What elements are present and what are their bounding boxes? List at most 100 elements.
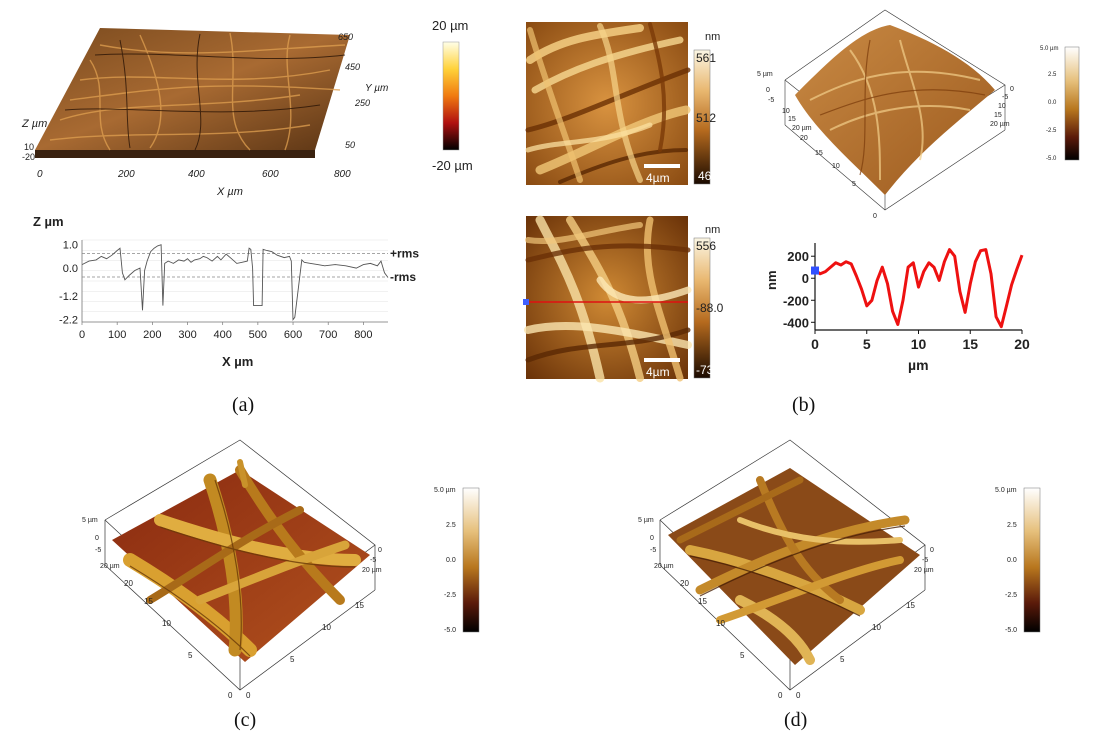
a-y-tick: 650: [338, 32, 353, 42]
b-profile-xtick: 5: [863, 336, 871, 352]
b-profile-series: [814, 248, 1024, 329]
afm-image-bottom: 4µm nm 556 -88.0 -732: [523, 215, 724, 383]
afm-bottom-colorbar: [693, 237, 711, 379]
d3d-z-tick: 5 µm: [638, 517, 654, 524]
b-profile-ylabel: nm: [764, 271, 779, 291]
c3d-tick: 0: [95, 535, 99, 542]
c3d-tick: 0: [378, 547, 382, 554]
panel-a: Z µm 10 -20 650 450 Y µm 250 50 0 200 40…: [21, 18, 473, 416]
a-profile-xtick: 200: [143, 329, 161, 341]
a-y-axis-label: Y µm: [365, 83, 388, 94]
d-fibers: [676, 476, 910, 665]
d3d-front-tick: 15: [698, 597, 707, 606]
panel-a-3d-surface: Z µm 10 -20 650 450 Y µm 250 50 0 200 40…: [21, 28, 388, 198]
caption-c: (c): [234, 709, 256, 731]
c-cb-tick: -2.5: [444, 592, 456, 599]
d3d-front-tick: 10: [716, 619, 725, 628]
d3d-tick: 20 µm: [654, 563, 674, 570]
c3d-front-tick: 15: [144, 597, 153, 606]
d3d-front-right-tick: 5: [840, 655, 845, 664]
c3d-front-tick: 0: [228, 691, 233, 700]
b3d-tick: 0: [1010, 86, 1014, 93]
c3d-front-tick: 10: [162, 619, 171, 628]
b-profile-ytick: 0: [802, 271, 809, 286]
c-cb-tick: 0.0: [446, 557, 456, 564]
d3d-tick: -5: [650, 547, 656, 554]
surface-a-side: [35, 150, 315, 158]
afm-top-colorbar: [693, 49, 711, 185]
c3d-tick: 20 µm: [100, 563, 120, 570]
caption-b: (b): [792, 394, 815, 416]
afm-profile-marker: [523, 299, 529, 305]
b-profile-xtick: 20: [1014, 336, 1030, 352]
a-y-tick: 450: [345, 62, 360, 72]
c-cb-tick: 5.0 µm: [434, 487, 456, 494]
b3d-tick: -5: [1002, 94, 1008, 101]
c3d-front-right-tick: 15: [355, 601, 364, 610]
c-3d-surface-fill: [112, 470, 370, 662]
d3d-front-right-tick: 15: [906, 601, 915, 610]
afm-image-top: 4µm nm 561 512 462: [525, 22, 720, 185]
b-profile-xtick: 0: [811, 336, 819, 352]
c3d-tick: -5: [370, 557, 376, 564]
a-profile-xtick: 0: [79, 329, 85, 341]
a-profile-xtick: 100: [108, 329, 126, 341]
c-colorbar: [462, 487, 480, 633]
d-cb-tick: -2.5: [1005, 592, 1017, 599]
a-x-tick: 400: [188, 169, 205, 180]
a-profile-ytick: -2.2: [59, 315, 78, 327]
d3d-front-tick: 0: [778, 691, 783, 700]
panel-c: 5 µm 0 -5 20 µm 0 -5 20 µm 20 15 10 5 0 …: [82, 439, 480, 731]
panel-a-profile-chart: Z µm X µm +rms -rms 1.0 0.0 -1.2 -2.20 100 200 3…: [33, 214, 419, 369]
a-rms-label: -rms: [390, 270, 416, 284]
b-profile-xtick: 15: [962, 336, 978, 352]
b-profile-ytick: -400: [783, 315, 809, 330]
b3d-cb-tick: -5.0: [1046, 156, 1057, 162]
b3d-tick: 10: [782, 108, 790, 115]
d-cb-tick: 5.0 µm: [995, 487, 1017, 494]
a-x-tick: 800: [334, 169, 351, 180]
d3d-tick: 0: [650, 535, 654, 542]
b3d-colorbar: [1064, 46, 1080, 161]
panel-b-3d-surface: 5 µm 0 -5 10 15 20 µm 0 -5 10 15 20 µm 2…: [757, 9, 1080, 220]
panel-a-colorbar: 20 µm -20 µm: [432, 18, 473, 173]
b3d-front-tick: 0: [873, 213, 877, 220]
b3d-cb-tick: 0.0: [1048, 100, 1057, 106]
b3d-cb-tick: -2.5: [1046, 128, 1057, 134]
d3d-tick: 20 µm: [914, 567, 934, 574]
b-profile-ytick: -200: [783, 293, 809, 308]
b3d-tick: 10: [998, 103, 1006, 110]
b3d-tick: 20 µm: [792, 125, 812, 132]
a-profile-xtick: 700: [319, 329, 337, 341]
afm-top-unit: nm: [705, 31, 720, 43]
a-profile-xtick: 400: [214, 329, 232, 341]
d3d-front-right-tick: 0: [796, 691, 801, 700]
b3d-front-tick: 20: [800, 135, 808, 142]
a-profile-ytick: -1.2: [59, 291, 78, 303]
d3d-tick: -5: [922, 557, 928, 564]
a-z-tick: 10: [24, 142, 34, 152]
a-rms-label: +rms: [390, 247, 419, 261]
surface-a-fibers: [49, 32, 346, 151]
d-cb-tick: 2.5: [1007, 522, 1017, 529]
panel-b: 4µm nm 561 512 462 4µm: [523, 9, 1080, 416]
b-profile-xtick: 10: [911, 336, 927, 352]
b-profile-ytick: 200: [787, 249, 809, 264]
b3d-tick: 20 µm: [990, 121, 1010, 128]
c3d-tick: 20 µm: [362, 567, 382, 574]
b3d-z-tick: 5 µm: [757, 71, 773, 78]
afm-bottom-cb-tick: -88.0: [696, 301, 724, 315]
afm-top-cb-tick: 462: [698, 169, 718, 183]
c3d-front-tick: 20: [124, 579, 133, 588]
a-colorbar-bottom: -20 µm: [432, 158, 473, 173]
c3d-front-tick: 5: [188, 651, 193, 660]
afm-bottom-cb-tick: -732: [696, 363, 720, 377]
d-cb-tick: -5.0: [1005, 627, 1017, 634]
d3d-front-tick: 5: [740, 651, 745, 660]
afm-top-scale-bar: 4µm: [646, 171, 670, 185]
a-x-axis-label: X µm: [216, 186, 243, 198]
b3d-tick: -5: [768, 97, 774, 104]
panel-d: 5 µm 0 -5 20 µm 0 -5 20 µm 20 15 10 5 0 …: [638, 439, 1041, 731]
b3d-tick: 0: [766, 87, 770, 94]
